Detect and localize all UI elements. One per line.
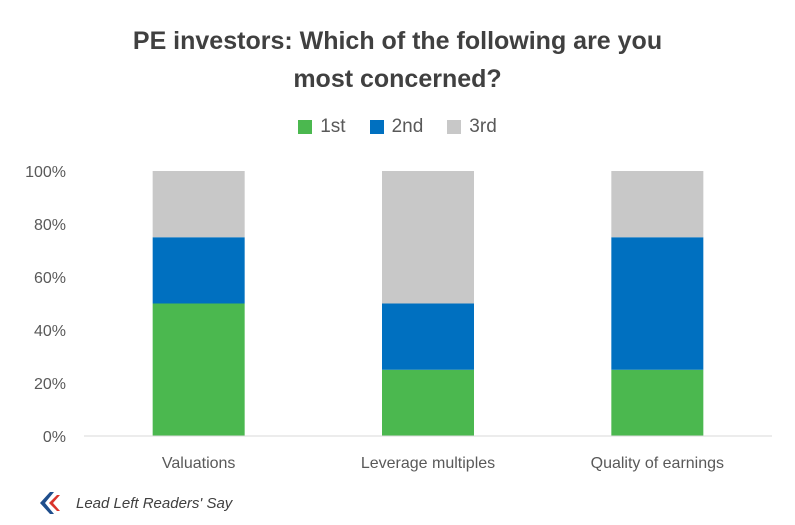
y-tick-label: 0%: [43, 429, 66, 446]
y-tick-label: 20%: [34, 376, 66, 393]
x-tick-label: Quality of earnings: [591, 455, 724, 472]
legend-label-2nd: 2nd: [391, 116, 424, 137]
chart-legend: 1st 2nd 3rd: [0, 116, 795, 138]
legend-swatch-3rd: [447, 120, 462, 134]
legend-label-1st: 1st: [320, 116, 346, 137]
legend-item-1st: 1st: [298, 116, 346, 138]
footer-source-text: Lead Left Readers' Say: [76, 494, 233, 512]
y-tick-label: 80%: [34, 217, 66, 234]
bar-segment-2nd-0: [152, 237, 245, 304]
bar-segment-1st-2: [611, 369, 704, 436]
y-tick-label: 40%: [34, 323, 66, 340]
legend-label-3rd: 3rd: [469, 116, 497, 137]
legend-swatch-2nd: [369, 120, 384, 134]
lead-left-chevron-logo-icon: [40, 492, 60, 514]
bar-segment-3rd-1: [382, 171, 474, 304]
bar-segment-1st-1: [382, 369, 474, 436]
footer: Lead Left Readers' Say: [36, 492, 232, 514]
x-tick-label: Leverage multiples: [361, 455, 495, 472]
y-tick-label: 100%: [25, 164, 66, 181]
legend-swatch-1st: [298, 120, 313, 134]
legend-item-3rd: 3rd: [447, 116, 497, 138]
bar-segment-3rd-0: [152, 171, 245, 238]
x-tick-label: Valuations: [162, 455, 236, 472]
bar-segment-2nd-2: [611, 237, 704, 370]
bar-segment-3rd-2: [611, 171, 704, 238]
chart-title-line-1: PE investors: Which of the following are…: [132, 27, 663, 55]
legend-item-2nd: 2nd: [369, 116, 424, 138]
y-tick-label: 60%: [34, 270, 66, 287]
stacked-bar-chart: 0% 20% 40% 60% 80% 100% Valuations Leverage mul…: [25, 164, 772, 472]
bar-segment-1st-0: [152, 303, 245, 436]
chart-title-line-2: most concerned?: [293, 65, 502, 93]
chart-title: PE investors: Which of the following are…: [0, 22, 795, 98]
bar-segment-2nd-1: [382, 303, 474, 370]
